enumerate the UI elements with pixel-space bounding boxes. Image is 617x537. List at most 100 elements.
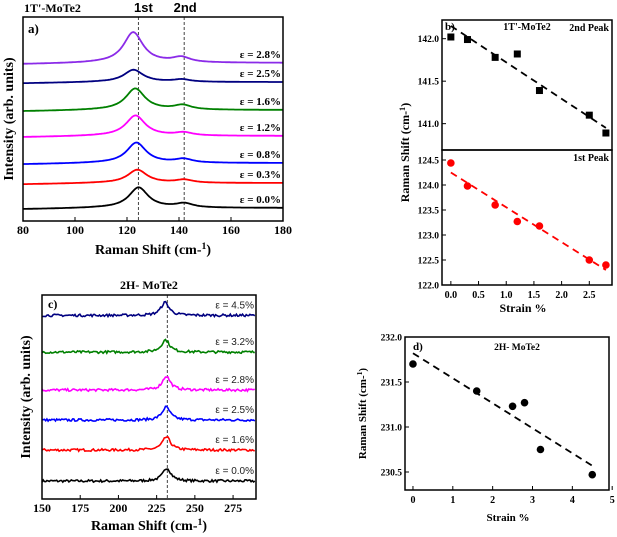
- x-axis-title-d: Strain %: [486, 512, 529, 524]
- x-axis-c-tick-label: 225: [148, 501, 166, 515]
- data-point: [463, 182, 472, 190]
- spectrum-line: [22, 31, 283, 65]
- data-point: [491, 201, 499, 209]
- x-axis-c-tick-label: 275: [224, 501, 242, 515]
- y-axis-d-tick-label: 230.5: [381, 469, 403, 479]
- y-axis-b-1-tick-label: 123.5: [418, 207, 440, 217]
- y-axis-title-a: Intensity (arb. units): [2, 57, 17, 181]
- panel-label-c: c): [48, 297, 57, 311]
- fit-line: [450, 171, 607, 271]
- y-axis-b-1-tick-label: 122.5: [418, 257, 440, 267]
- series-label: ε = 2.8%: [215, 375, 254, 386]
- spectrum-line: [23, 87, 283, 112]
- spectrum-line: [42, 405, 256, 423]
- data-point: [508, 402, 517, 411]
- subplot-label: 1st Peak: [573, 153, 609, 164]
- data-point: [588, 470, 597, 479]
- plot-frame-b-1: [441, 149, 613, 286]
- series-label: ε = 2.5%: [215, 405, 254, 416]
- x-axis-b-tick-label: 0.0: [445, 290, 458, 301]
- data-point: [513, 217, 522, 226]
- y-axis-title-b: Raman Shift (cm-1): [398, 103, 413, 203]
- x-axis-c-tick-label: 200: [109, 501, 127, 515]
- series-label: ε = 0.0%: [215, 466, 254, 477]
- panel-title-c: 2H- MoTe2: [120, 278, 178, 292]
- y-axis-b-0-tick-label: 141.5: [418, 78, 440, 88]
- series-label: ε = 2.5%: [240, 68, 281, 80]
- spectrum-line: [22, 68, 283, 85]
- reference-label-1st: 1st: [134, 0, 153, 15]
- data-point: [585, 111, 593, 119]
- fit-line: [412, 352, 593, 467]
- data-point: [491, 53, 499, 61]
- spectrum-line: [41, 300, 256, 319]
- x-axis-b-tick-label: 2.0: [555, 290, 568, 301]
- series-label: ε = 1.2%: [240, 122, 281, 134]
- series-label: ε = 0.0%: [240, 194, 281, 206]
- panel-title-a: 1T'-MoTe2: [24, 1, 81, 15]
- spectrum-line: [41, 376, 256, 393]
- x-axis-title-b: Strain %: [499, 301, 546, 315]
- x-axis-a-tick-label: 100: [66, 223, 84, 237]
- data-point: [520, 398, 529, 407]
- x-axis-c-tick-label: 150: [33, 501, 51, 515]
- spectrum-line: [41, 436, 255, 453]
- data-point: [463, 36, 471, 44]
- x-axis-d-tick-label: 0: [410, 495, 415, 506]
- y-axis-b-1-tick-label: 124.5: [418, 157, 440, 167]
- x-axis-title-c: Raman Shift (cm-1): [91, 517, 207, 535]
- series-label: ε = 0.8%: [240, 149, 281, 161]
- y-axis-d-tick-label: 231.5: [381, 379, 403, 389]
- x-axis-b-tick-label: 0.5: [472, 290, 485, 301]
- panel-title-b: 1T'-MoTe2: [503, 22, 550, 33]
- x-axis-title-a: Raman Shift (cm-1): [95, 241, 211, 259]
- x-axis-d-tick-label: 4: [570, 495, 575, 506]
- series-label: ε = 1.6%: [240, 96, 281, 108]
- panel-title-d: 2H- MoTe2: [494, 343, 540, 353]
- data-point: [513, 50, 521, 58]
- x-axis-b-tick-label: 2.5: [583, 290, 596, 301]
- plot-frame-d: [404, 336, 610, 491]
- plot-frame-c: [41, 294, 257, 500]
- y-axis-title-c: Intensity (arb. units): [19, 335, 34, 459]
- data-point: [602, 261, 610, 269]
- series-label: ε = 0.3%: [240, 169, 281, 181]
- x-axis-a-tick-label: 120: [118, 223, 136, 237]
- panel-label-a: a): [28, 21, 39, 36]
- spectrum-line: [22, 141, 283, 165]
- x-axis-b-tick-label: 1.5: [528, 290, 541, 301]
- plot-frame-a: [22, 16, 284, 222]
- data-point: [585, 256, 594, 264]
- series-label: ε = 4.5%: [215, 300, 254, 311]
- spectrum-line: [23, 114, 283, 138]
- data-point: [535, 222, 544, 230]
- data-point: [447, 33, 455, 41]
- reference-label-2nd: 2nd: [174, 0, 197, 15]
- y-axis-b-0-tick-label: 141.0: [418, 120, 440, 130]
- spectrum-line: [41, 338, 255, 355]
- subplot-label: 2nd Peak: [569, 23, 609, 34]
- y-axis-title-d: Raman Shift (cm-1): [355, 368, 370, 460]
- x-axis-b-tick-label: 1.0: [500, 290, 513, 301]
- series-label: ε = 1.6%: [215, 435, 254, 446]
- y-axis-b-0-tick-label: 142.0: [418, 35, 440, 45]
- spectrum-line: [23, 186, 283, 210]
- data-point: [472, 387, 481, 395]
- x-axis-a-tick-label: 180: [274, 223, 292, 237]
- x-axis-a-tick-label: 160: [222, 223, 240, 237]
- x-axis-c-tick-label: 250: [186, 501, 204, 515]
- x-axis-d-tick-label: 1: [450, 495, 455, 506]
- y-axis-d-tick-label: 232.0: [381, 334, 403, 344]
- spectrum-line: [23, 168, 283, 185]
- x-axis-d-tick-label: 3: [530, 495, 535, 506]
- y-axis-b-1-tick-label: 124.0: [418, 182, 440, 192]
- data-point: [409, 360, 417, 368]
- series-label: ε = 2.8%: [240, 49, 281, 61]
- data-point: [447, 159, 455, 167]
- x-axis-d-tick-label: 2: [490, 495, 495, 506]
- x-axis-a-tick-label: 80: [17, 223, 29, 237]
- x-axis-c-tick-label: 175: [71, 501, 89, 515]
- fit-line: [450, 25, 607, 129]
